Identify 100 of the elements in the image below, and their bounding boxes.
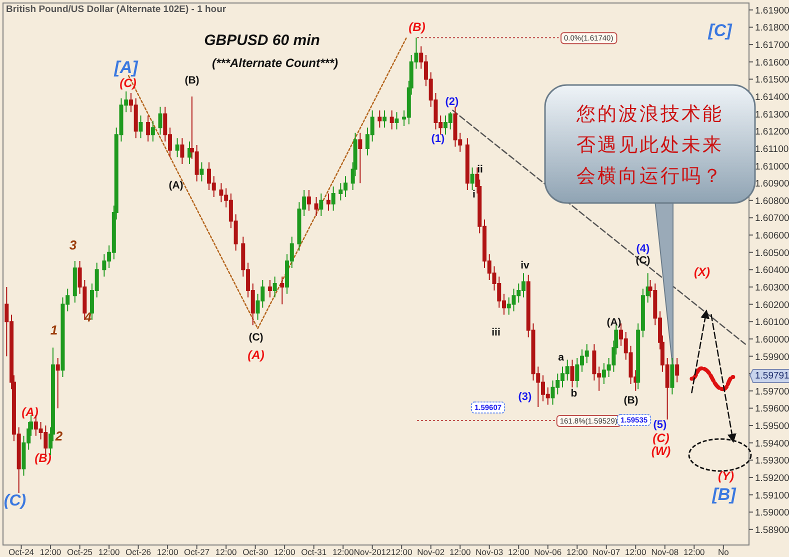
x-tick-label: Nov-2012	[354, 547, 392, 557]
annotation: (B)	[34, 451, 52, 466]
annotation: (***Alternate Count***)	[212, 56, 338, 70]
annotation: i	[472, 188, 476, 201]
x-tick-label: Nov-07	[592, 547, 620, 557]
y-tick-label: 1.59900	[755, 352, 789, 363]
x-tick-label: Oct-30	[242, 547, 268, 557]
annotation: [B]	[711, 484, 738, 504]
candlestick	[268, 280, 272, 298]
y-tick-label: 1.61100	[755, 144, 789, 155]
y-tick-label: 1.61800	[755, 22, 789, 34]
y-tick-label: 1.59400	[755, 438, 789, 450]
annotation: (B)	[624, 394, 638, 407]
candlestick	[394, 112, 399, 130]
candlestick	[188, 141, 192, 165]
x-tick-label: 12:00	[40, 547, 62, 557]
annotation: [A]	[113, 58, 140, 77]
y-tick-label: 1.60700	[755, 213, 789, 224]
y-tick-label: 1.60400	[755, 265, 789, 276]
x-tick-label: Oct-27	[184, 547, 210, 557]
y-tick-label: 1.60900	[755, 178, 789, 190]
candlestick	[175, 138, 180, 158]
chart-title: British Pound/US Dollar (Alternate 102E) - 1 hour	[6, 4, 226, 15]
y-tick-label: 1.60500	[755, 248, 789, 259]
y-tick-label: 1.60800	[755, 196, 789, 207]
y-tick-label: 1.60200	[755, 300, 789, 311]
annotation: (X)	[694, 265, 710, 280]
x-tick-label: 12:00	[215, 547, 237, 557]
annotation: (C)	[120, 76, 136, 90]
price-tag: 1.59791	[749, 369, 789, 383]
annotation: (C)	[4, 492, 26, 510]
x-tick-label: 12:00	[566, 547, 588, 557]
x-tick-label: 12:00	[624, 547, 647, 557]
y-tick-label: 1.61000	[755, 161, 789, 172]
annotation: (C)	[652, 431, 670, 446]
y-tick-label: 1.61900	[755, 5, 789, 16]
x-tick-label: No	[718, 547, 730, 557]
text: GBPUSD 60 min	[204, 32, 320, 49]
y-tick-label: 1.61500	[755, 74, 789, 86]
x-tick-label: 12:00	[390, 547, 412, 557]
candlestick	[470, 167, 474, 191]
candlestick	[158, 106, 162, 136]
candlestick	[138, 115, 143, 139]
y-tick-label: 1.60600	[755, 230, 789, 242]
x-tick-label: 12:00	[508, 547, 530, 557]
x-tick-label: 12:00	[98, 547, 120, 557]
annotation: (B)	[184, 74, 200, 87]
y-tick-label: 1.60300	[755, 282, 789, 294]
candlestick	[358, 132, 362, 184]
y-tick-label: 1.59700	[755, 386, 789, 398]
annotation: (Y)	[718, 469, 734, 484]
annotation: (C)	[248, 332, 264, 344]
candlestick	[570, 359, 574, 388]
x-tick-label: 12:00	[684, 547, 706, 557]
y-tick-label: 1.60000	[755, 334, 789, 346]
x-tick-label: 12:00	[332, 547, 354, 557]
y-tick-label: 1.61400	[755, 92, 789, 104]
y-tick-label: 1.59500	[755, 421, 789, 432]
y-tick-label: 1.59200	[755, 472, 789, 484]
x-tick-label: Nov-08	[651, 547, 679, 557]
y-tick-label: 1.61700	[755, 40, 789, 52]
annotation: (A)	[22, 405, 38, 420]
annotation: (5)	[653, 418, 668, 431]
y-tick-label: 1.59600	[755, 404, 789, 415]
candlestick	[314, 196, 318, 216]
x-tick-label: Oct-31	[301, 547, 327, 557]
annotation: 3	[69, 238, 78, 253]
x-tick-label: Nov-02	[417, 547, 445, 557]
candlestick	[150, 120, 155, 142]
candlestick	[378, 110, 382, 128]
y-tick-label: 1.59300	[755, 456, 789, 467]
candlestick	[675, 357, 680, 383]
annotation: 1	[50, 322, 58, 338]
x-tick-label: Oct-25	[67, 547, 93, 557]
candlestick	[319, 192, 324, 216]
candlestick	[331, 186, 336, 212]
annotation: (A)	[248, 348, 264, 362]
annotation: iii	[492, 326, 500, 339]
x-tick-label: Oct-26	[126, 547, 152, 557]
y-tick-label: 1.58900	[755, 524, 789, 536]
annotation: (3)	[518, 390, 532, 403]
x-tick-label: Oct-24	[8, 547, 34, 557]
annotation: iv	[520, 260, 530, 272]
annotation: b	[570, 388, 578, 400]
candlestick	[382, 110, 387, 128]
y-tick-label: 1.59000	[755, 508, 789, 519]
y-tick-label: 1.61300	[755, 109, 789, 120]
annotation: (4)	[636, 242, 650, 255]
annotation: (C)	[636, 254, 650, 267]
x-tick-label: 12:00	[156, 547, 178, 557]
candlestick	[200, 162, 204, 182]
y-tick-label: 1.61600	[755, 57, 789, 68]
annotation: (W)	[651, 444, 671, 458]
candlestick	[390, 110, 394, 130]
y-tick-label: 1.60100	[755, 317, 789, 328]
x-tick-label: Nov-03	[476, 547, 504, 557]
annotation: ii	[477, 164, 483, 176]
candlestick	[670, 357, 674, 395]
annotation: [C]	[707, 20, 734, 40]
x-tick-label: Nov-06	[534, 547, 562, 557]
